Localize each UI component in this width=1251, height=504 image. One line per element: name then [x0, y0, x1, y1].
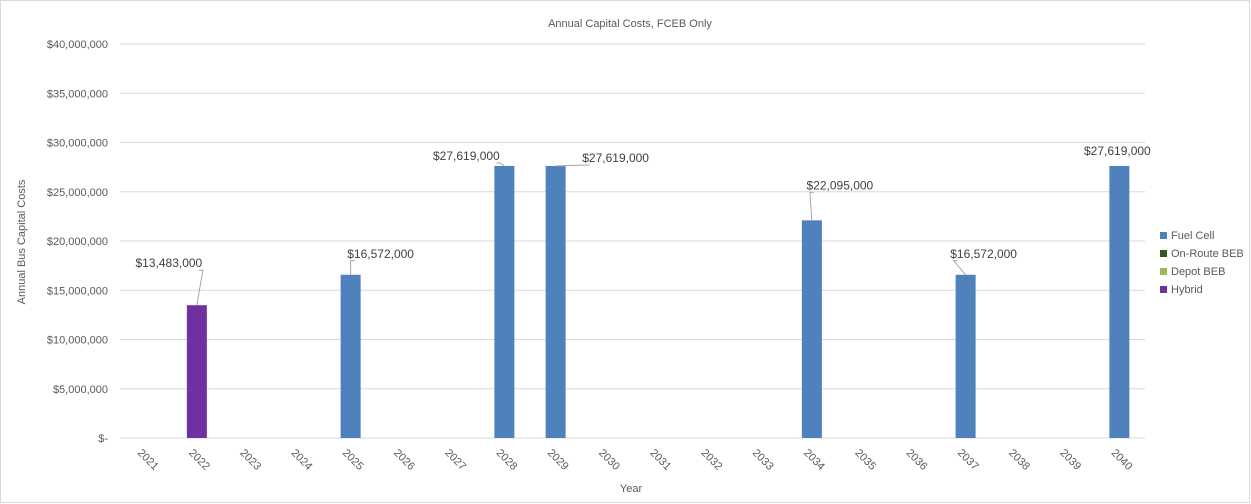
y-tick-label: $15,000,000: [47, 285, 108, 297]
bar: [801, 220, 822, 438]
y-tick-label: $40,000,000: [47, 39, 108, 51]
y-tick-label: $10,000,000: [47, 335, 108, 347]
data-label: $16,572,000: [347, 247, 414, 261]
leader-line: [196, 269, 204, 306]
y-tick-label: $30,000,000: [47, 138, 108, 150]
legend-swatch: [1160, 250, 1167, 257]
legend-label: Fuel Cell: [1171, 230, 1214, 242]
y-tick-label: $-: [98, 433, 108, 445]
chart-title: Annual Capital Costs, FCEB Only: [548, 18, 712, 30]
legend-swatch: [1160, 268, 1167, 275]
bar: [545, 165, 566, 438]
bar: [186, 305, 207, 438]
data-label: $27,619,000: [433, 149, 500, 163]
data-label: $27,619,000: [1084, 144, 1151, 158]
y-tick-label: $35,000,000: [47, 88, 108, 100]
y-tick-label: $25,000,000: [47, 187, 108, 199]
data-labels: $13,483,000 $16,572,000 $27,619,000 $27,619…: [136, 144, 1151, 306]
y-axis-label: Annual Bus Capital Costs: [16, 179, 28, 304]
leader-line: [952, 260, 967, 276]
leader-line: [496, 162, 505, 167]
x-axis-label: Year: [620, 483, 643, 495]
leader-line: [350, 260, 355, 275]
data-label: $22,095,000: [807, 178, 874, 192]
bar: [1109, 165, 1130, 438]
legend-swatch: [1160, 286, 1167, 293]
legend-label: Hybrid: [1171, 284, 1203, 296]
y-tick-label: $5,000,000: [53, 384, 108, 396]
leader-line: [809, 191, 814, 221]
legend-label: On-Route BEB: [1171, 248, 1244, 260]
leader-line: [555, 164, 590, 167]
legend-label: Depot BEB: [1171, 266, 1225, 278]
data-label: $16,572,000: [950, 247, 1017, 261]
bar: [340, 274, 361, 438]
data-label: $27,619,000: [582, 151, 649, 165]
data-label: $13,483,000: [136, 256, 203, 270]
bars: [186, 165, 1130, 438]
bar: [955, 274, 976, 438]
legend-swatch: [1160, 232, 1167, 239]
legend: Fuel Cell On-Route BEB Depot BEB Hybrid: [1160, 230, 1244, 296]
bar: [494, 165, 515, 438]
y-axis-ticks: $- $5,000,000 $10,000,000 $15,000,000 $20,00…: [47, 39, 109, 445]
y-tick-label: $20,000,000: [47, 236, 108, 248]
